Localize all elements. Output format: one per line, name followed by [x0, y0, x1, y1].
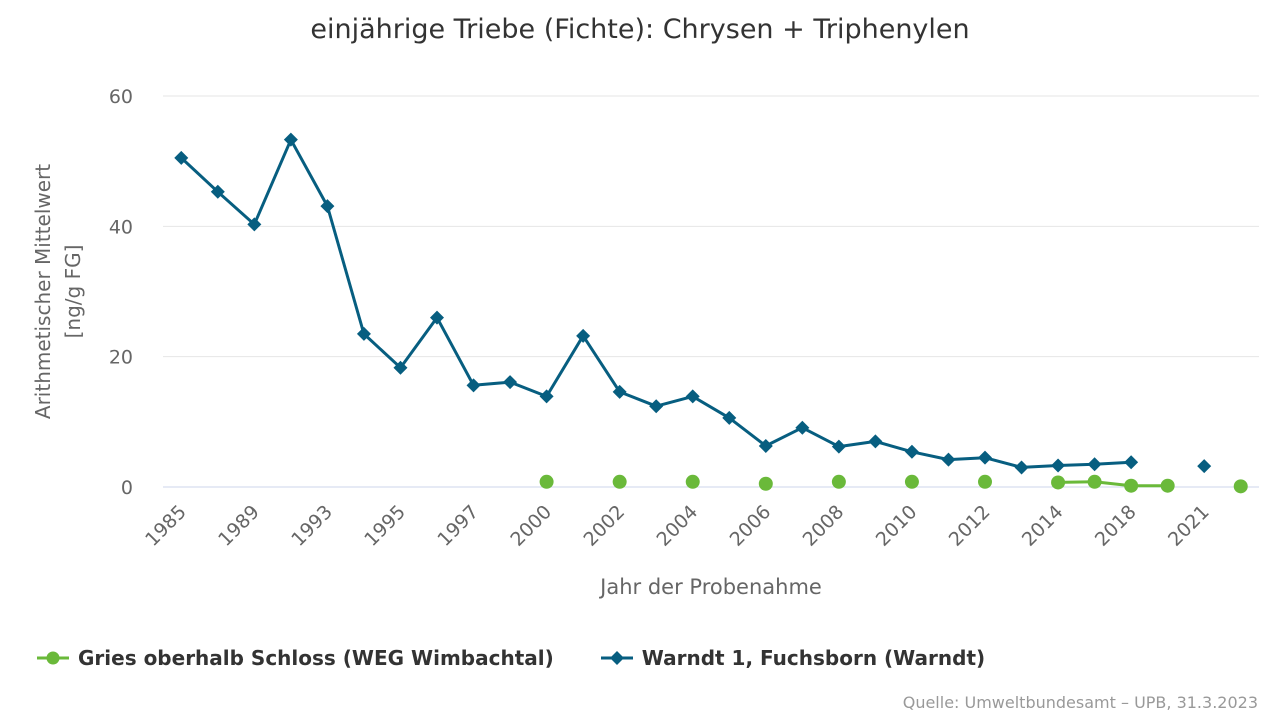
series-line [1058, 482, 1241, 487]
data-point [1160, 478, 1175, 493]
data-point [795, 420, 810, 435]
x-tick-label: 1993 [287, 501, 337, 551]
data-point [722, 410, 737, 425]
data-point [539, 474, 554, 489]
data-point [1087, 457, 1102, 472]
data-point [1014, 460, 1029, 475]
data-point [283, 132, 298, 147]
data-point [941, 452, 956, 467]
data-point [904, 474, 919, 489]
x-tick-label: 2006 [726, 501, 776, 551]
data-point [539, 389, 554, 404]
series-0 [539, 474, 1248, 494]
data-point [320, 199, 335, 214]
legend-item-warndt[interactable]: Warndt 1, Fuchsborn (Warndt) [600, 646, 985, 670]
data-point [430, 310, 444, 325]
legend-circle-icon [37, 651, 69, 665]
data-point [466, 378, 481, 393]
data-point [758, 476, 773, 491]
y-tick-labels: 0 20 40 60 [109, 86, 133, 499]
data-point [685, 474, 700, 489]
legend-label-warndt: Warndt 1, Fuchsborn (Warndt) [641, 646, 986, 670]
y-tick-label: 20 [109, 347, 133, 369]
data-point [612, 474, 627, 489]
line-chart: 0 20 40 60 1985 1989 1993 1995 1997 2000 2002 2004… [31, 86, 1259, 599]
x-tick-label: 2000 [506, 501, 556, 551]
data-point [210, 184, 225, 199]
x-tick-label: 2008 [799, 501, 849, 551]
data-point [868, 434, 883, 449]
x-tick-label: 2021 [1164, 501, 1214, 551]
legend: Gries oberhalb Schloss (WEG Wimbachtal) … [36, 646, 1031, 670]
data-point [978, 474, 992, 489]
data-point [758, 438, 773, 453]
data-point [649, 399, 664, 414]
grid-lines [163, 95, 1259, 488]
data-point [685, 389, 700, 404]
x-tick-label: 2018 [1091, 501, 1141, 551]
data-point [1124, 455, 1139, 470]
x-tick-label: 2010 [872, 501, 922, 551]
x-tick-label: 2012 [945, 501, 995, 551]
x-tick-label: 1997 [433, 501, 483, 551]
source-credit: Quelle: Umweltbundesamt – UPB, 31.3.2023 [902, 693, 1258, 712]
data-point [831, 474, 846, 489]
x-tick-label: 2004 [653, 501, 703, 551]
data-point [503, 375, 518, 390]
y-tick-label: 60 [109, 86, 133, 108]
x-tick-label: 1989 [214, 501, 264, 551]
data-point [904, 444, 919, 459]
data-point [831, 439, 846, 454]
data-point [1087, 474, 1102, 489]
x-tick-label: 1985 [141, 501, 191, 551]
y-axis-label-line2: [ng/g FG] [61, 245, 85, 339]
data-point [247, 217, 262, 232]
data-point [576, 328, 591, 343]
data-point [1051, 458, 1066, 473]
legend-item-gries[interactable]: Gries oberhalb Schloss (WEG Wimbachtal) [36, 646, 554, 670]
legend-label-gries: Gries oberhalb Schloss (WEG Wimbachtal) [78, 646, 554, 670]
series-line [181, 140, 1204, 468]
y-axis-label-line1: Arithmetischer Mittelwert [31, 164, 55, 419]
x-tick-labels: 1985 1989 1993 1995 1997 2000 2002 2004 2006 2008… [141, 501, 1214, 551]
series-1 [174, 132, 1212, 475]
data-point [1124, 478, 1139, 493]
x-tick-label: 2002 [579, 501, 629, 551]
y-tick-label: 0 [121, 477, 133, 499]
data-point [1051, 475, 1066, 490]
data-point [174, 150, 189, 165]
data-point [1197, 459, 1212, 474]
data-point [1233, 479, 1248, 494]
chart-title: einjährige Triebe (Fichte): Chrysen + Tr… [310, 14, 970, 45]
series-group [174, 132, 1248, 494]
data-point [356, 326, 371, 341]
data-point [612, 384, 627, 399]
data-point [393, 360, 408, 375]
x-axis-label: Jahr der Probenahme [598, 575, 822, 599]
y-axis-label: Arithmetischer Mittelwert [ng/g FG] [31, 164, 85, 419]
data-point [978, 450, 992, 465]
legend-diamond-icon [600, 651, 633, 665]
y-tick-label: 40 [109, 216, 133, 238]
x-tick-label: 1995 [360, 501, 410, 551]
x-tick-label: 2014 [1018, 501, 1068, 551]
